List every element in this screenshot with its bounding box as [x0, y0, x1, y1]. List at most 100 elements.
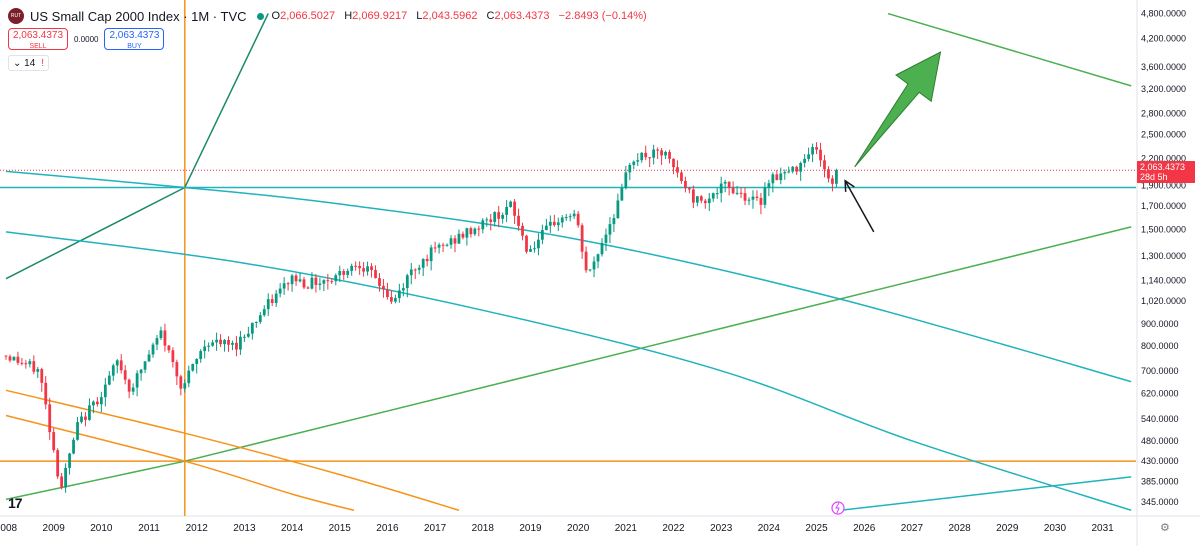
- candle-body: [175, 362, 179, 377]
- candle-body: [199, 351, 203, 360]
- candle-body: [759, 197, 763, 205]
- candle-body: [711, 193, 715, 199]
- candle-body: [449, 238, 453, 245]
- buy-button[interactable]: 2,063.4373 BUY: [104, 28, 165, 50]
- candle-body: [12, 356, 16, 361]
- candle-body: [8, 356, 12, 361]
- candle-body: [640, 152, 644, 161]
- candle-body: [791, 166, 795, 172]
- x-tick-label: 2024: [758, 523, 781, 534]
- candle-body: [378, 278, 381, 286]
- candle-body: [354, 265, 358, 267]
- candle-body: [413, 269, 417, 271]
- candle-body: [807, 154, 810, 159]
- candle-body: [330, 281, 334, 283]
- candle-body: [441, 244, 445, 246]
- candle-body: [505, 206, 509, 215]
- candle-body: [52, 432, 56, 451]
- candle-body: [195, 359, 199, 365]
- candle-body: [600, 242, 604, 255]
- candle-body: [453, 238, 457, 244]
- candle-body: [572, 213, 576, 217]
- close-label: C: [486, 10, 495, 22]
- curve-line: [5, 414, 355, 512]
- bar-countdown: 28d 5h: [1140, 172, 1168, 182]
- chevron-down-icon: ⌄: [13, 57, 22, 69]
- candle-body: [235, 342, 238, 350]
- candle-body: [258, 315, 262, 322]
- time-axis[interactable]: 2008 2009 2010 2011 2012 2013 2014 2015 2016 2017…: [0, 523, 1114, 534]
- candle-body: [664, 151, 667, 156]
- candle-body: [350, 265, 354, 271]
- warning-icon[interactable]: !: [41, 57, 45, 69]
- x-tick-label: 2031: [1091, 523, 1114, 534]
- candle-body: [620, 187, 624, 201]
- candle-body: [544, 225, 548, 231]
- candle-body: [207, 345, 211, 347]
- candle-body: [171, 350, 175, 363]
- candle-body: [302, 279, 306, 288]
- candle-body: [239, 336, 242, 350]
- candle-body: [48, 404, 52, 433]
- trend-line: [887, 12, 1132, 87]
- gear-icon[interactable]: ⚙: [1160, 522, 1170, 534]
- sell-label: SELL: [29, 43, 47, 50]
- candle-body: [278, 288, 282, 294]
- candle-body: [44, 382, 48, 405]
- symbol-title[interactable]: US Small Cap 2000 Index · 1M · TVC: [30, 8, 247, 24]
- candle-body: [628, 164, 632, 173]
- green-arrow: [854, 51, 942, 168]
- y-tick-label: 430.0000: [1141, 456, 1179, 466]
- indicators-toggle[interactable]: ⌄ 14 !: [8, 55, 50, 71]
- spread-value: 0.0000: [74, 34, 99, 44]
- candle-body: [529, 249, 532, 252]
- candle-body: [84, 416, 87, 420]
- candle-body: [489, 219, 493, 222]
- curve-line: [5, 170, 1132, 383]
- y-tick-label: 2,500.0000: [1141, 130, 1186, 140]
- candle-body: [469, 228, 473, 235]
- candle-body: [425, 258, 429, 262]
- x-tick-label: 2010: [90, 523, 113, 534]
- candle-body: [795, 166, 799, 172]
- candle-body: [314, 277, 318, 285]
- candle-body: [815, 147, 818, 150]
- candle-body: [282, 283, 286, 289]
- sell-button[interactable]: 2,063.4373 SELL: [8, 28, 68, 50]
- candle-body: [179, 376, 183, 389]
- candle-body: [223, 340, 226, 345]
- trend-line: [5, 13, 269, 280]
- ohlc-values: O2,066.5027 H2,069.9217 L2,043.5962 C2,0…: [272, 10, 653, 22]
- price-axis[interactable]: 4,800.0000 4,200.0000 3,600.0000 3,200.0000…: [1141, 9, 1186, 507]
- candle-body: [835, 170, 838, 184]
- candle-body: [40, 369, 44, 383]
- candle-body: [771, 174, 775, 184]
- candle-body: [437, 244, 441, 248]
- candle-body: [811, 147, 814, 155]
- candle-body: [691, 189, 695, 203]
- y-tick-label: 1,140.0000: [1141, 275, 1186, 285]
- candle-body: [163, 330, 167, 346]
- y-tick-label: 700.0000: [1141, 366, 1179, 376]
- tradingview-logo[interactable]: 17: [8, 495, 23, 511]
- y-tick-label: 345.0000: [1141, 497, 1179, 507]
- candle-body: [676, 167, 679, 173]
- candle-body: [596, 254, 600, 262]
- candle-body: [672, 158, 675, 168]
- y-tick-label: 540.0000: [1141, 414, 1179, 424]
- y-tick-label: 385.0000: [1141, 477, 1179, 487]
- candle-body: [115, 360, 119, 366]
- x-tick-label: 2025: [805, 523, 828, 534]
- candle-body: [80, 416, 83, 423]
- candle-body: [227, 340, 230, 345]
- candle-body: [548, 221, 552, 226]
- candle-body: [24, 363, 28, 365]
- candle-body: [99, 397, 103, 405]
- candle-body: [127, 379, 131, 392]
- candle-body: [219, 339, 222, 345]
- candle-body: [509, 201, 512, 207]
- candle-body: [16, 356, 20, 363]
- candle-body: [306, 287, 310, 289]
- x-tick-label: 2015: [329, 523, 352, 534]
